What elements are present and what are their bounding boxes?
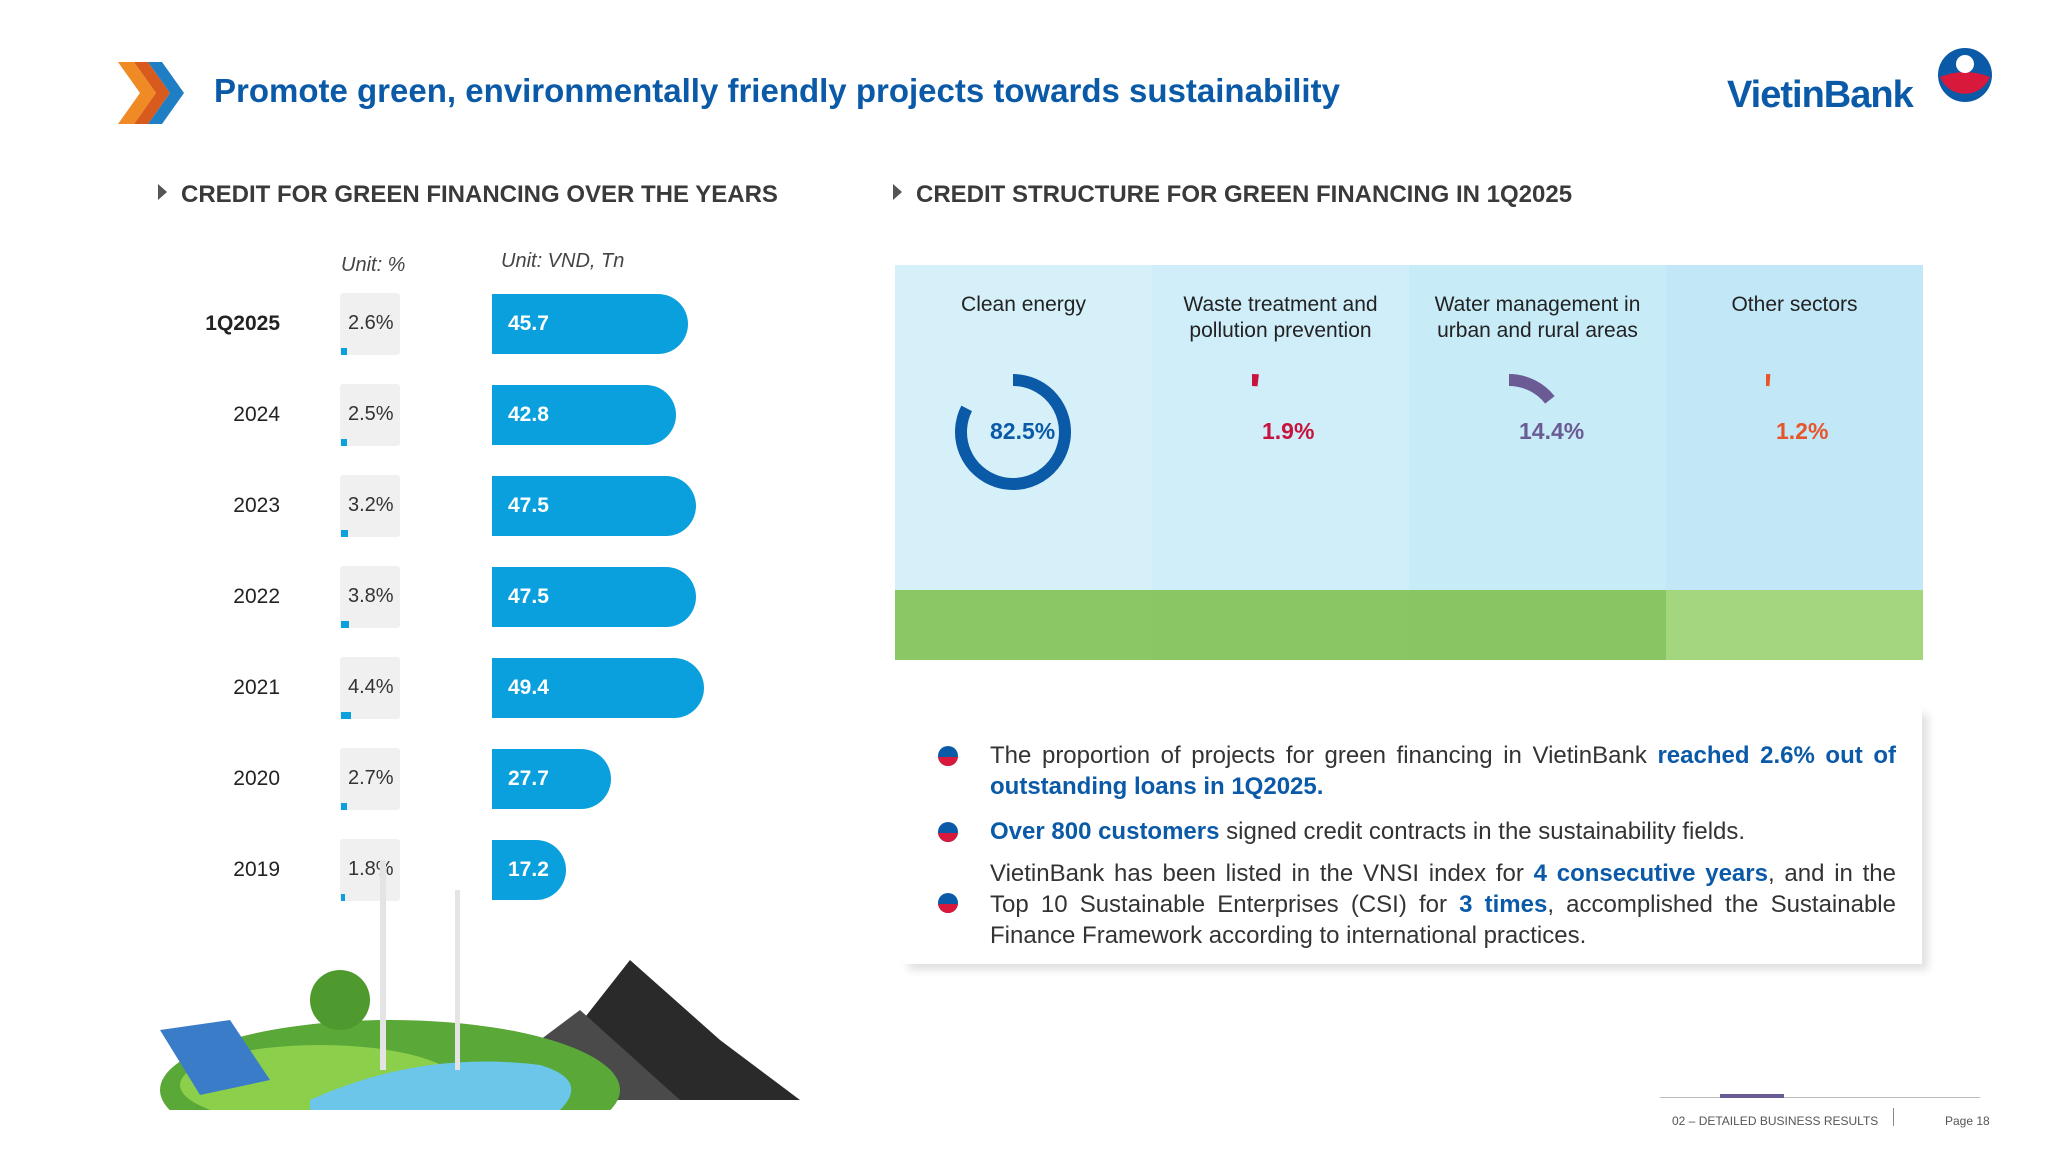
footer-page-number: Page 18: [1945, 1114, 1990, 1128]
credit-value: 17.2: [508, 858, 549, 881]
highlight-item: The proportion of projects for green fin…: [990, 740, 1896, 802]
share-value: 14.4%: [1519, 418, 1585, 444]
share-value: 1.2%: [1776, 418, 1829, 444]
panel-title-line1: Waste treatment and: [1183, 293, 1378, 316]
footer-divider: [1893, 1108, 1894, 1126]
share-arc-path: [1508, 374, 1555, 404]
credit-bar: [492, 658, 704, 718]
footer-section-label: 02 – DETAILED BUSINESS RESULTS: [1672, 1114, 1879, 1128]
year-label: 2019: [233, 858, 280, 881]
pct-bar: [341, 348, 347, 355]
year-label: 2022: [233, 585, 280, 608]
pct-bar: [341, 621, 349, 628]
credit-value: 42.8: [508, 403, 549, 426]
credit-value: 45.7: [508, 312, 549, 335]
pct-value: 2.6%: [348, 312, 394, 334]
highlight-text: , and in the Top 10 Sustainable Enterpri…: [990, 860, 1897, 918]
credit-bar: [492, 385, 676, 445]
pct-value: 3.2%: [348, 494, 394, 516]
panel-scenery: [1666, 590, 1923, 660]
highlight-item: Over 800 customers signed credit contrac…: [990, 816, 1896, 847]
credit-bar: [492, 567, 696, 627]
pct-value: 3.8%: [348, 585, 394, 607]
share-arc-path: [955, 374, 1071, 490]
pct-bar: [341, 530, 348, 537]
highlight-text: , accomplished the Sustainable Finance F…: [990, 891, 1896, 949]
footer-rule: [1660, 1097, 1980, 1098]
pct-cell: [340, 748, 400, 810]
right-section-title: CREDIT STRUCTURE FOR GREEN FINANCING IN …: [893, 181, 1572, 209]
left-section-title: CREDIT FOR GREEN FINANCING OVER THE YEAR…: [158, 181, 778, 209]
footer-accent: [1720, 1094, 1784, 1098]
credit-bar: [492, 476, 696, 536]
vietinbank-bullet-icon: [938, 893, 958, 913]
renewable-landscape-illustration: [160, 860, 800, 1110]
vietinbank-emblem-icon: [1938, 48, 1992, 102]
vietinbank-logo: VietinBank: [1727, 74, 1914, 116]
pct-cell: [340, 384, 400, 446]
pct-bar: [341, 439, 347, 446]
chevron-logo-icon: [118, 62, 184, 124]
highlights-box: [902, 708, 1922, 964]
panel-title-line2: pollution prevention: [1189, 319, 1372, 342]
panel-title-line1: Water management in: [1434, 293, 1641, 316]
share-arc: [955, 374, 1071, 490]
highlight-emphasis: 4 consecutive years: [1533, 860, 1768, 887]
year-label: 2024: [233, 403, 280, 426]
highlight-text: signed credit contracts in the sustainab…: [1219, 818, 1746, 845]
share-value: 82.5%: [990, 418, 1056, 444]
pct-cell: [340, 475, 400, 537]
highlight-emphasis: 3 times: [1459, 891, 1548, 918]
pct-cell: [340, 657, 400, 719]
pct-cell: [340, 293, 400, 355]
share-arc: [1251, 374, 1259, 387]
pct-value: 4.4%: [348, 676, 394, 698]
unit-pct-label: Unit: %: [341, 254, 406, 276]
share-arc: [1765, 374, 1771, 387]
highlight-text: VietinBank has been listed in the VNSI i…: [990, 860, 1534, 887]
panel-scenery: [895, 590, 1152, 660]
panel-title-line2: urban and rural areas: [1437, 319, 1638, 342]
pct-bar: [341, 712, 351, 719]
credit-bar: [492, 294, 688, 354]
highlight-emphasis: reached 2.6% out of outstanding loans in…: [990, 742, 1896, 800]
highlight-emphasis: Over 800 customers: [990, 818, 1220, 845]
panel-title-line1: Other sectors: [1731, 293, 1858, 316]
pct-bar: [341, 803, 347, 810]
year-label: 1Q2025: [205, 312, 280, 335]
highlight-text: The proportion of projects for green fin…: [990, 742, 1658, 769]
credit-value: 47.5: [508, 585, 549, 608]
share-value: 1.9%: [1262, 418, 1315, 444]
highlight-item: VietinBank has been listed in the VNSI i…: [990, 858, 1896, 951]
panel-scenery: [1152, 590, 1409, 660]
pct-value: 2.7%: [348, 767, 394, 789]
credit-value: 47.5: [508, 494, 549, 517]
year-label: 2021: [233, 676, 280, 699]
year-label: 2020: [233, 767, 280, 790]
year-label: 2023: [233, 494, 280, 517]
credit-value: 27.7: [508, 767, 549, 790]
vietinbank-bullet-icon: [938, 746, 958, 766]
pct-value: 2.5%: [348, 403, 394, 425]
credit-bar: [492, 749, 611, 809]
page-title: Promote green, environmentally friendly …: [214, 72, 1340, 109]
credit-value: 49.4: [508, 676, 549, 699]
panel-title-line1: Clean energy: [961, 293, 1086, 316]
credit-bar: [492, 840, 566, 900]
pct-bar: [341, 894, 345, 901]
pct-cell: [340, 566, 400, 628]
pct-cell: [340, 839, 400, 901]
panel-scenery: [1409, 590, 1666, 660]
unit-vnd-label: Unit: VND, Tn: [501, 250, 625, 272]
share-arc: [1508, 374, 1555, 404]
vietinbank-bullet-icon: [938, 822, 958, 842]
